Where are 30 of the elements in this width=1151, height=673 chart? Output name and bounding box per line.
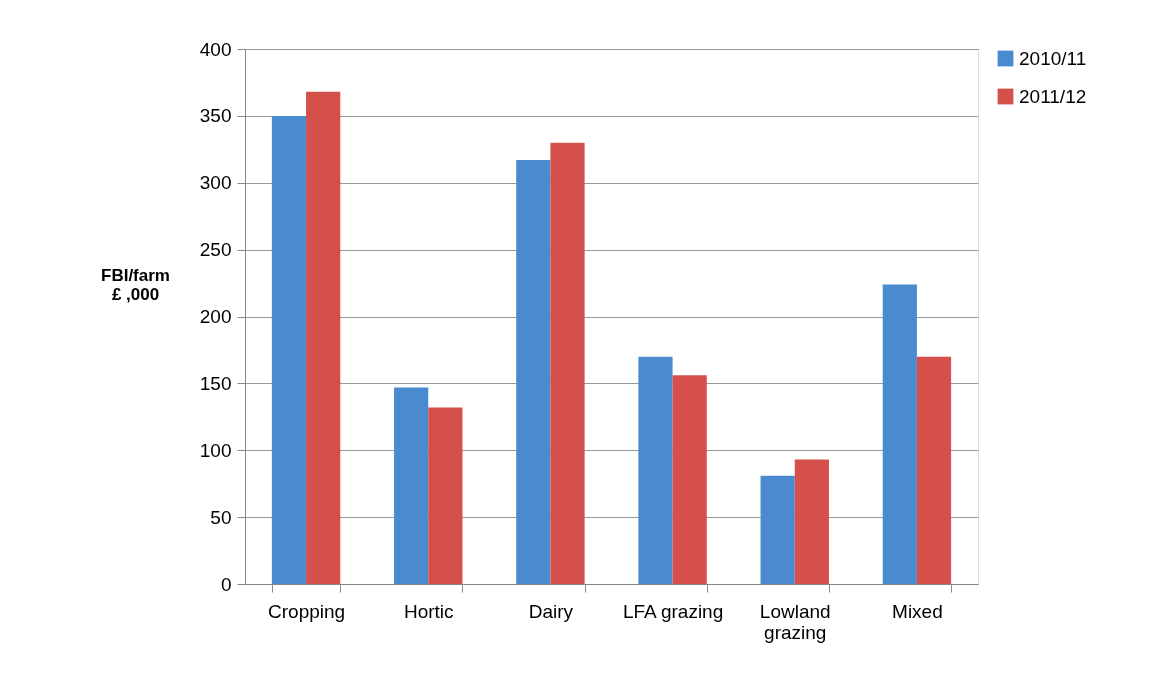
y-axis-title: FBI/farm £ ,000	[101, 265, 170, 304]
bar	[760, 475, 795, 584]
y-tick-label: 350	[199, 105, 232, 127]
bar	[516, 160, 551, 584]
bar	[271, 115, 307, 584]
bar	[916, 356, 952, 584]
bar	[428, 407, 463, 584]
y-tick-label: 250	[199, 239, 232, 261]
y-tick-label: 0	[220, 573, 232, 595]
legend-label: 2010/11	[1019, 47, 1087, 69]
bar	[794, 459, 829, 584]
y-tick-label: 100	[199, 439, 232, 461]
legend-label: 2011/12	[1019, 85, 1087, 107]
x-tick-label: LFA grazing	[622, 600, 724, 622]
y-tick-label: 300	[199, 172, 232, 194]
bar	[550, 142, 585, 584]
bar	[882, 284, 917, 584]
bar	[672, 375, 707, 584]
x-tick-label: Dairy	[528, 600, 574, 622]
x-tick-label: Lowland grazing	[759, 600, 831, 643]
x-tick-label: Cropping	[268, 600, 346, 622]
bar	[394, 387, 429, 584]
x-tick-label: Hortic	[403, 600, 454, 622]
y-tick-label: 200	[199, 306, 232, 327]
x-tick-label: Mixed	[892, 600, 943, 622]
y-tick-label: 400	[199, 38, 232, 60]
y-tick-label: 150	[199, 372, 232, 394]
y-tick-label: 50	[210, 506, 232, 528]
bar	[306, 91, 341, 584]
bar	[638, 356, 673, 584]
